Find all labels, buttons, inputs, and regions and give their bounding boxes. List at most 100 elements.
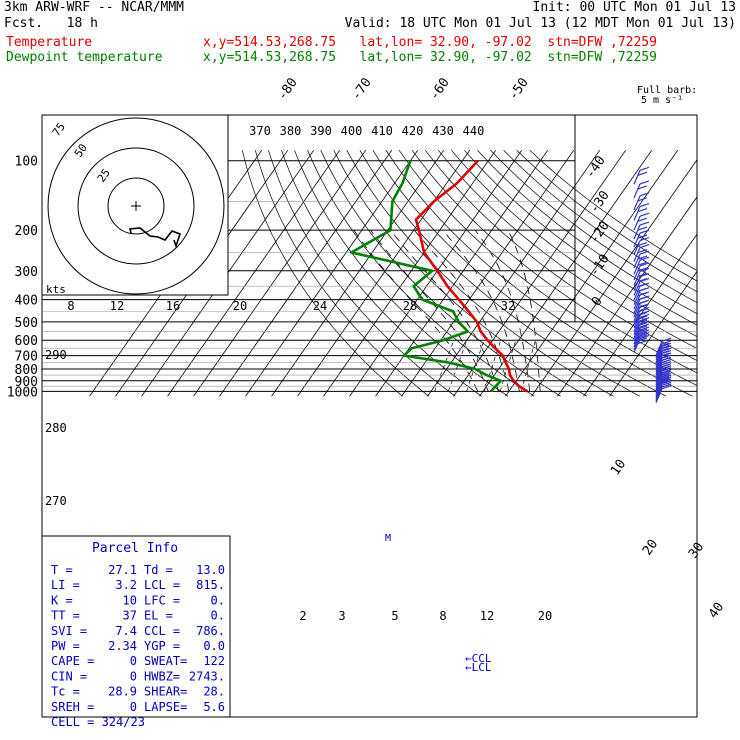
barb-flag	[661, 374, 672, 379]
theta-label: 440	[463, 124, 485, 138]
barb-staff	[655, 379, 663, 395]
parcel-param-value: 0	[130, 669, 137, 683]
barb-staff	[633, 276, 641, 291]
parcel-param-name: Td =	[144, 563, 173, 577]
barb-staff	[655, 357, 663, 373]
barb-staff	[655, 348, 663, 364]
barb-staff	[655, 355, 663, 371]
barb-flag	[661, 350, 672, 355]
isotherm-line	[219, 149, 393, 397]
barb-flag	[639, 244, 650, 249]
parcel-param-value: 5.6	[203, 700, 225, 714]
parcel-param-value: 0.	[211, 593, 225, 607]
barb-staff	[655, 362, 663, 377]
barb-flag	[639, 180, 650, 185]
pressure-label: 100	[15, 155, 38, 170]
barb-staff	[633, 338, 641, 353]
barb-staff	[655, 346, 663, 361]
barb-flag	[637, 255, 648, 260]
wind-barb	[633, 180, 650, 199]
barb-flag	[639, 303, 650, 308]
barb-staff	[655, 378, 663, 393]
parcel-param-value: 2.34	[108, 639, 137, 653]
parcel-param-name: LAPSE=	[144, 700, 187, 714]
theta-label: 380	[280, 124, 302, 138]
hodograph-ring	[47, 117, 225, 295]
barb-flag	[639, 306, 650, 312]
parcel-param-name: T =	[51, 563, 73, 577]
theta-label: 410	[371, 124, 393, 138]
theta-label: 290	[45, 348, 67, 362]
barb-flag	[639, 250, 650, 255]
isotherm-label: -60	[427, 75, 453, 103]
barb-staff	[655, 374, 663, 389]
pressure-label: 900	[15, 375, 38, 390]
barb-flag	[639, 317, 650, 322]
barb-staff	[655, 340, 663, 356]
wind-barb	[655, 380, 672, 398]
hodograph-ring-label: 75	[50, 120, 68, 138]
barb-staff	[633, 240, 641, 255]
parcel-param-value: 815.	[196, 578, 225, 592]
wind-barb	[633, 221, 650, 240]
mixing-ratio-line	[499, 340, 517, 392]
barb-staff	[655, 383, 663, 398]
parcel-param-value: 37	[123, 609, 137, 623]
barb-staff	[633, 215, 641, 231]
theta-label: 400	[341, 124, 363, 138]
isotherm-label: 40	[706, 600, 727, 621]
wind-barb	[633, 237, 650, 255]
dry-adiabat	[464, 149, 697, 326]
barb-staff	[655, 360, 663, 375]
barb-legend-units: 5 m s⁻¹	[641, 95, 683, 106]
theta-label: 430	[432, 124, 454, 138]
pressure-label: 600	[15, 334, 38, 349]
barb-staff	[633, 253, 641, 269]
barb-flag	[661, 358, 672, 364]
barb-staff	[633, 332, 641, 348]
parcel-param-name: SREH =	[51, 700, 94, 714]
barb-staff	[633, 306, 641, 322]
wind-barb	[655, 385, 672, 403]
isotherm-label: 10	[608, 457, 629, 478]
dewpoint-profile	[350, 160, 502, 393]
barb-flag	[639, 323, 650, 328]
barb-staff	[633, 320, 641, 335]
parcel-param-value: 786.	[196, 624, 225, 638]
barb-staff	[655, 366, 663, 381]
pressure-label: 700	[15, 350, 38, 365]
dewpoint-location: x,y=514.53,268.75 lat,lon= 32.90, -97.02…	[203, 50, 657, 65]
ccl-annotation: ←CCL	[465, 652, 492, 665]
barb-staff	[633, 290, 641, 305]
parcel-param-name: LFC =	[144, 593, 180, 607]
parcel-param-value: 0.	[211, 609, 225, 623]
mixing-ratio-line	[434, 340, 455, 392]
isotherm-line	[271, 149, 445, 397]
wind-barb	[655, 381, 672, 400]
mixing-ratio-line	[448, 340, 468, 392]
parcel-param-name: SWEAT=	[144, 654, 187, 668]
barb-staff	[633, 195, 641, 211]
barb-flag	[639, 202, 650, 208]
barb-flag	[661, 372, 672, 378]
parcel-param-name: CAPE =	[51, 654, 94, 668]
parcel-info-title: Parcel Info	[92, 541, 178, 556]
barb-flag	[639, 329, 650, 334]
barb-flag	[639, 237, 650, 242]
dry-adiabat	[490, 149, 697, 304]
barb-staff	[655, 386, 663, 402]
profiles	[350, 159, 529, 393]
barb-flag	[661, 352, 672, 357]
moist-adiabat	[414, 229, 510, 392]
parcel-param-name: HWBZ=	[144, 669, 180, 683]
barb-staff	[655, 381, 663, 397]
barb-flag	[639, 273, 650, 278]
dry-adiabat	[529, 149, 697, 271]
barb-flag	[661, 371, 672, 376]
wind-barb	[633, 256, 650, 275]
barb-legend-title: Full barb:	[637, 85, 697, 96]
barb-flag	[637, 339, 648, 345]
barb-flag	[661, 383, 672, 388]
